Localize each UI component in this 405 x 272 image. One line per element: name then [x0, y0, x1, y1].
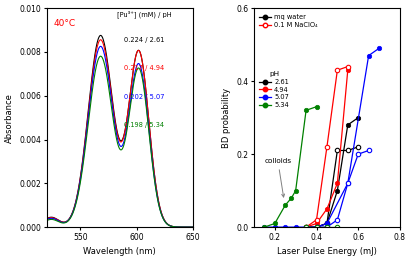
Y-axis label: Absorbance: Absorbance — [5, 93, 14, 143]
Text: 0.202 / 5.07: 0.202 / 5.07 — [124, 94, 164, 100]
Text: 0.217 / 4.94: 0.217 / 4.94 — [124, 65, 164, 71]
Text: [Pu³⁺] (mM) / pH: [Pu³⁺] (mM) / pH — [117, 10, 171, 18]
Legend: 2.61, 4.94, 5.07, 5.34: 2.61, 4.94, 5.07, 5.34 — [258, 71, 289, 109]
Text: 0.198 / 5.34: 0.198 / 5.34 — [124, 122, 164, 128]
X-axis label: Wavelength (nm): Wavelength (nm) — [83, 247, 156, 256]
Text: 0.224 / 2.61: 0.224 / 2.61 — [124, 37, 164, 43]
Text: colloids: colloids — [264, 158, 291, 197]
Y-axis label: BD probability: BD probability — [221, 88, 230, 148]
Text: 40°C: 40°C — [54, 19, 76, 28]
X-axis label: Laser Pulse Energy (mJ): Laser Pulse Energy (mJ) — [276, 247, 376, 256]
